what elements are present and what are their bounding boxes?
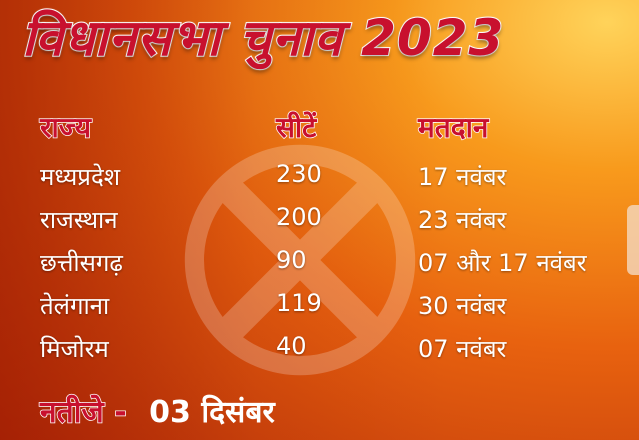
seat-count: 90	[276, 246, 307, 274]
seat-count: 119	[276, 289, 322, 317]
page-title: विधानसभा चुनाव 2023	[21, 8, 505, 68]
header-seats: सीटें	[275, 110, 317, 145]
seat-count: 230	[276, 160, 322, 188]
table-row: मध्यप्रदेश 230 17 नवंबर	[0, 160, 639, 200]
table-row: छत्तीसगढ़ 90 07 और 17 नवंबर	[0, 246, 639, 286]
state-name: तेलंगाना	[40, 292, 110, 320]
election-ballot-mark-icon	[184, 144, 416, 376]
device-edge	[627, 205, 639, 275]
state-name: राजस्थान	[40, 206, 118, 234]
header-polling: मतदान	[417, 110, 489, 145]
seat-count: 40	[276, 332, 307, 360]
state-name: मिजोरम	[40, 335, 109, 363]
seat-count: 200	[276, 203, 322, 231]
state-name: मध्यप्रदेश	[40, 163, 121, 191]
polling-date: 30 नवंबर	[418, 292, 507, 320]
results-date: 03 दिसंबर	[149, 395, 275, 430]
polling-date: 23 नवंबर	[418, 206, 507, 234]
table-row: तेलंगाना 119 30 नवंबर	[0, 289, 639, 329]
polling-date: 07 और 17 नवंबर	[418, 249, 587, 277]
table-row: राजस्थान 200 23 नवंबर	[0, 203, 639, 243]
results-footer: नतीजे - 03 दिसंबर	[39, 390, 275, 431]
polling-date: 17 नवंबर	[418, 163, 507, 191]
table-row: मिजोरम 40 07 नवंबर	[0, 332, 639, 372]
polling-date: 07 नवंबर	[418, 335, 507, 363]
state-name: छत्तीसगढ़	[40, 249, 123, 277]
results-label: नतीजे -	[39, 394, 127, 431]
header-state: राज्य	[39, 110, 91, 145]
